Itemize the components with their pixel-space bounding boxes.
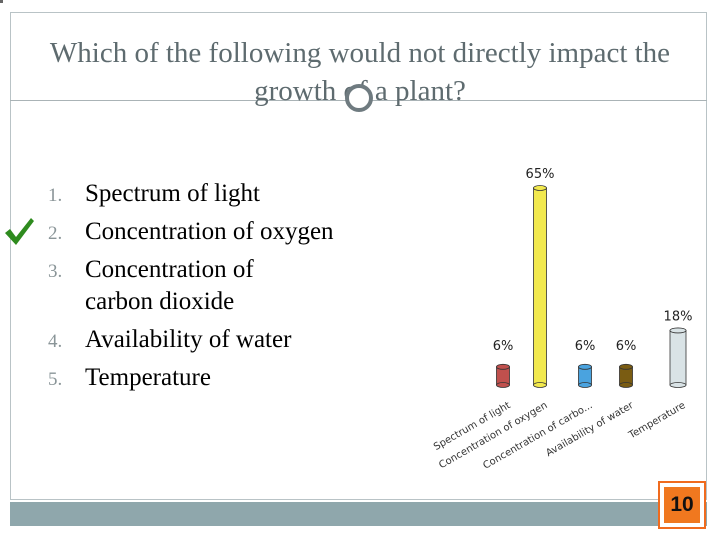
- option-number: 5.: [48, 369, 63, 390]
- answer-options: 1. Spectrum of light 2. Concentration of…: [5, 178, 385, 400]
- chart-bar: [669, 327, 687, 388]
- option-label: Spectrum of light: [85, 180, 260, 207]
- slide-frame: [10, 12, 707, 500]
- chart-bar: [496, 363, 510, 388]
- chart-bar: [619, 363, 633, 388]
- option-number: 1.: [48, 185, 63, 206]
- bottom-bar: [10, 502, 707, 526]
- option-label: Concentration of carbon dioxide: [85, 256, 254, 315]
- question-title: Which of the following would not directl…: [49, 37, 671, 107]
- chart-category-label: Temperature: [626, 400, 687, 442]
- option-label: Temperature: [85, 364, 211, 391]
- checkmark-icon: [5, 218, 34, 245]
- answer-option-1[interactable]: 1. Spectrum of light: [40, 178, 385, 210]
- option-number: 2.: [48, 223, 63, 244]
- chart-data-label: 6%: [493, 339, 514, 354]
- chart-data-label: 65%: [526, 167, 555, 182]
- option-label: Availability of water: [85, 326, 292, 353]
- chart-data-label: 18%: [664, 309, 693, 324]
- answer-option-3[interactable]: 3. Concentration of carbon dioxide: [40, 254, 385, 318]
- corner-marker: [0, 0, 3, 3]
- response-counter: 10: [658, 481, 706, 529]
- chart-data-label: 6%: [575, 339, 596, 354]
- answer-option-2[interactable]: 2. Concentration of oxygen: [5, 216, 385, 248]
- option-label: Concentration of oxygen: [85, 218, 334, 245]
- answer-option-5[interactable]: 5. Temperature: [40, 362, 385, 394]
- option-number: 4.: [48, 331, 63, 352]
- circle-icon: [345, 84, 373, 112]
- chart-bar: [578, 363, 592, 388]
- response-counter-value: 10: [664, 487, 700, 523]
- answer-option-4[interactable]: 4. Availability of water: [40, 324, 385, 356]
- chart-data-label: 6%: [616, 339, 637, 354]
- option-number: 3.: [48, 261, 63, 282]
- chart-bar: [533, 185, 547, 388]
